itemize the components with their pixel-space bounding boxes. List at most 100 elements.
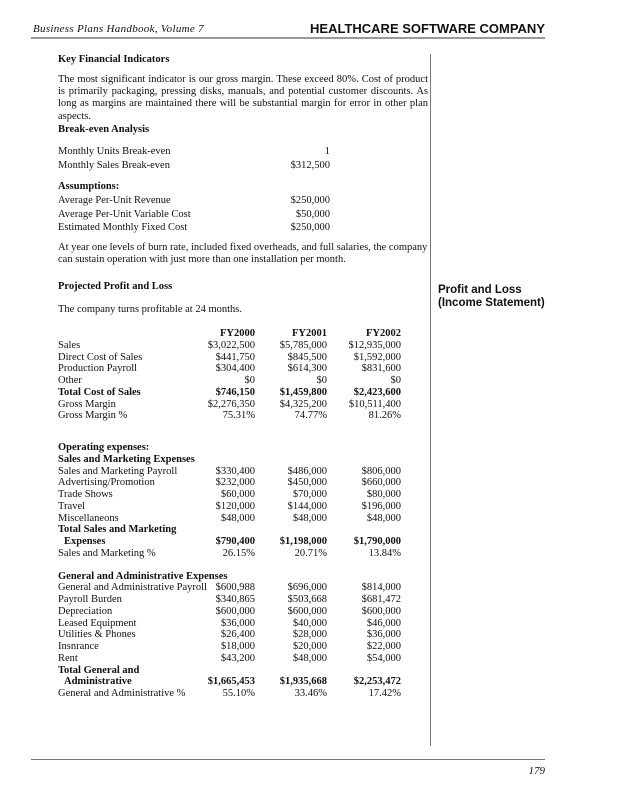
table-row: Payroll Burden $340,865 $503,668 $681,472: [58, 594, 401, 606]
cell-fy2000: $1,665,453: [207, 676, 255, 688]
cell-fy2002: 17.42%: [368, 688, 401, 699]
running-header-book-title: Business Plans Handbook, Volume 7: [33, 23, 204, 35]
row-label: Administrative: [64, 676, 132, 688]
break-even-row: Monthly Units Break-even 1: [58, 145, 330, 159]
row-label: Direct Cost of Sales: [58, 351, 143, 363]
cell-fy2000: $26,400: [220, 629, 255, 641]
table-row: General and Administrative Payroll $600,9…: [58, 582, 401, 594]
table-row: Rent $43,200 $48,000 $54,000: [58, 653, 401, 665]
cell-fy2000: $2,276,350: [207, 398, 255, 410]
side-heading-line1: Profit and Loss: [438, 284, 522, 296]
cell-fy2002: $54,000: [366, 652, 401, 664]
cell-fy2000: 75.31%: [222, 410, 255, 422]
cell-fy2001: $5,785,000: [279, 339, 327, 351]
cell-fy2000: $232,000: [215, 477, 255, 489]
table-row: Production Payroll $304,400 $614,300 $831,6…: [58, 363, 401, 375]
cell-fy2002: $1,592,000: [353, 351, 401, 363]
cell-fy2001: $1,198,000: [279, 536, 327, 547]
table-section: General and Administrative Expenses Gener…: [58, 571, 401, 700]
table-row: Gross Margin $2,276,350 $4,325,200 $10,511,…: [58, 399, 401, 411]
row-label: Payroll Burden: [58, 594, 122, 605]
row-label: Sales: [58, 339, 81, 351]
table-row: Direct Cost of Sales $441,750 $845,500 $1,5…: [58, 352, 401, 364]
cell-fy2001: $0: [316, 375, 328, 386]
row-label: Advertising/Promotion: [58, 477, 155, 489]
cell-fy2001: $144,000: [287, 500, 327, 512]
assumption-row: Average Per-Unit Variable Cost $50,000: [58, 208, 330, 222]
table-row: Advertising/Promotion $232,000 $450,000 $66…: [58, 477, 401, 489]
footer-rule: [31, 759, 545, 760]
cell-fy2000: [195, 442, 255, 454]
cell-fy2000: $18,000: [220, 641, 255, 652]
cell-fy2001: FY2001: [292, 328, 327, 339]
cell-fy2001: [255, 524, 327, 536]
cell-fy2001: $4,325,200: [279, 398, 327, 410]
cell-fy2000: [195, 665, 255, 677]
label: Monthly Units Break-even: [58, 146, 171, 157]
table-row: Administrative $1,665,453 $1,935,668 $2,253…: [58, 676, 401, 688]
table-row: General and Administrative % 55.10% 33.46%…: [58, 688, 401, 700]
cell-fy2002: $80,000: [366, 489, 401, 500]
value: $312,500: [290, 159, 330, 171]
profit-and-loss-table: FY2000 FY2001 FY2002 Sales $3,022,500 $5,785,…: [58, 328, 401, 700]
assumption-row: Estimated Monthly Fixed Cost $250,000: [58, 221, 330, 235]
table-row: Expenses $790,400 $1,198,000 $1,790,000: [58, 536, 401, 548]
cell-fy2001: 74.77%: [294, 410, 327, 422]
header-rule: [31, 37, 545, 39]
cell-fy2000: $0: [244, 375, 256, 386]
table-row: Sales and Marketing Payroll $330,400 $486,…: [58, 466, 401, 478]
value: $250,000: [290, 194, 330, 206]
row-label: General and Administrative Payroll: [58, 582, 208, 594]
projected-pl-intro: The company turns profitable at 24 month…: [58, 304, 243, 315]
break-even-note: At year one levels of burn rate, include…: [58, 242, 428, 266]
cell-fy2002: [327, 442, 401, 454]
cell-fy2002: $46,000: [366, 617, 401, 629]
row-label: Operating expenses:: [58, 442, 150, 453]
table-row: Operating expenses:: [58, 442, 401, 454]
cell-fy2002: $0: [390, 375, 402, 386]
cell-fy2002: $48,000: [366, 512, 401, 524]
table-row: Insnrance $18,000 $20,000 $22,000: [58, 641, 401, 653]
row-label: Gross Margin %: [58, 410, 128, 422]
row-label: Rent: [58, 652, 78, 664]
table-row: Sales and Marketing Expenses: [58, 454, 401, 466]
table-section: Operating expenses: Sales and Marketing E…: [58, 442, 401, 560]
cell-fy2001: 33.46%: [294, 688, 327, 699]
cell-fy2000: $600,988: [215, 582, 255, 594]
running-header-company: HEALTHCARE SOFTWARE COMPANY: [310, 21, 545, 36]
table-row: Leased Equipment $36,000 $40,000 $46,000: [58, 618, 401, 630]
cell-fy2001: $70,000: [292, 489, 327, 500]
cell-fy2000: $441,750: [215, 351, 255, 363]
table-row: Sales $3,022,500 $5,785,000 $12,935,000: [58, 340, 401, 352]
table-row: Other $0 $0 $0: [58, 375, 401, 387]
cell-fy2001: [255, 571, 327, 583]
cell-fy2000: $36,000: [220, 617, 255, 629]
assumptions-table: Assumptions: Average Per-Unit Revenue $25…: [58, 180, 330, 235]
cell-fy2002: $806,000: [361, 465, 401, 477]
row-label: Total Sales and Marketing: [58, 524, 177, 536]
cell-fy2002: $22,000: [366, 641, 401, 652]
side-heading-line2: (Income Statement): [438, 297, 545, 309]
table-row: Total Sales and Marketing: [58, 524, 401, 536]
break-even-table: Monthly Units Break-even 1 Monthly Sales …: [58, 145, 330, 173]
row-label: Miscellaneons: [58, 512, 119, 524]
cell-fy2001: $503,668: [287, 594, 327, 605]
cell-fy2001: 20.71%: [294, 547, 327, 559]
cell-fy2000: $746,150: [215, 386, 255, 398]
row-label: Trade Shows: [58, 489, 113, 500]
cell-fy2002: $12,935,000: [348, 339, 402, 351]
cell-fy2000: FY2000: [220, 328, 255, 339]
row-label: Insnrance: [58, 641, 99, 652]
row-label: General and Administrative %: [58, 688, 186, 699]
cell-fy2002: $831,600: [361, 363, 401, 375]
cell-fy2001: $486,000: [287, 465, 327, 477]
projected-pl-heading: Projected Profit and Loss: [58, 281, 173, 292]
cell-fy2000: $790,400: [215, 536, 255, 547]
row-label: Total General and: [58, 664, 140, 676]
cell-fy2002: [327, 665, 401, 677]
cell-fy2002: $1,790,000: [353, 536, 401, 547]
cell-fy2000: $48,000: [220, 512, 255, 524]
cell-fy2001: $48,000: [292, 512, 327, 524]
label: Average Per-Unit Variable Cost: [58, 208, 191, 220]
cell-fy2001: $1,935,668: [279, 676, 327, 688]
